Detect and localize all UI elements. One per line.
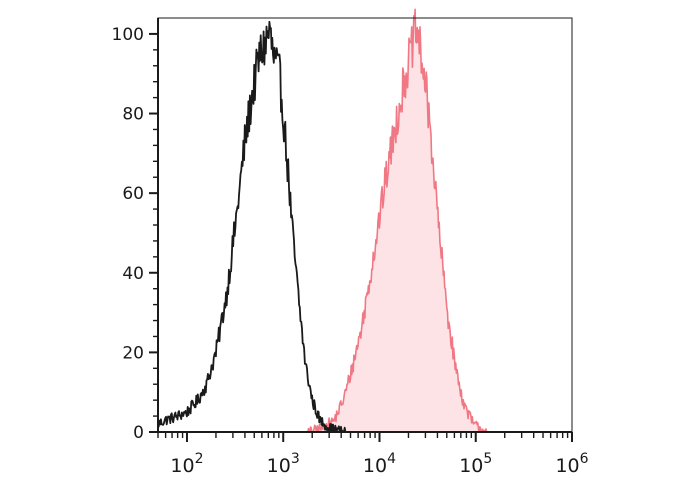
x-tick-label: 102 bbox=[170, 451, 203, 477]
x-tick-exponent: 4 bbox=[387, 451, 396, 467]
x-tick-label: 105 bbox=[459, 451, 492, 477]
plot-area bbox=[157, 8, 488, 433]
x-tick-exponent: 6 bbox=[580, 451, 589, 467]
x-tick-exponent: 3 bbox=[291, 451, 300, 467]
x-tick-exponent: 5 bbox=[483, 451, 492, 467]
y-tick-label: 80 bbox=[122, 105, 144, 125]
x-tick-label: 106 bbox=[555, 451, 588, 477]
x-tick-base: 10 bbox=[363, 455, 387, 477]
y-tick-label: 40 bbox=[122, 264, 144, 284]
x-tick-base: 10 bbox=[459, 455, 483, 477]
y-tick-label: 20 bbox=[122, 343, 144, 363]
x-tick-base: 10 bbox=[170, 455, 194, 477]
x-tick-base: 10 bbox=[555, 455, 579, 477]
series-1-line bbox=[307, 8, 488, 433]
x-tick-label: 103 bbox=[267, 451, 300, 477]
series-0-line bbox=[157, 20, 347, 433]
y-tick-label: 0 bbox=[133, 423, 144, 443]
x-tick-base: 10 bbox=[267, 455, 291, 477]
x-tick-exponent: 2 bbox=[195, 451, 204, 467]
x-tick-label: 104 bbox=[363, 451, 396, 477]
y-tick-label: 60 bbox=[122, 184, 144, 204]
y-tick-label: 100 bbox=[112, 25, 144, 45]
series-1-area bbox=[307, 9, 487, 433]
